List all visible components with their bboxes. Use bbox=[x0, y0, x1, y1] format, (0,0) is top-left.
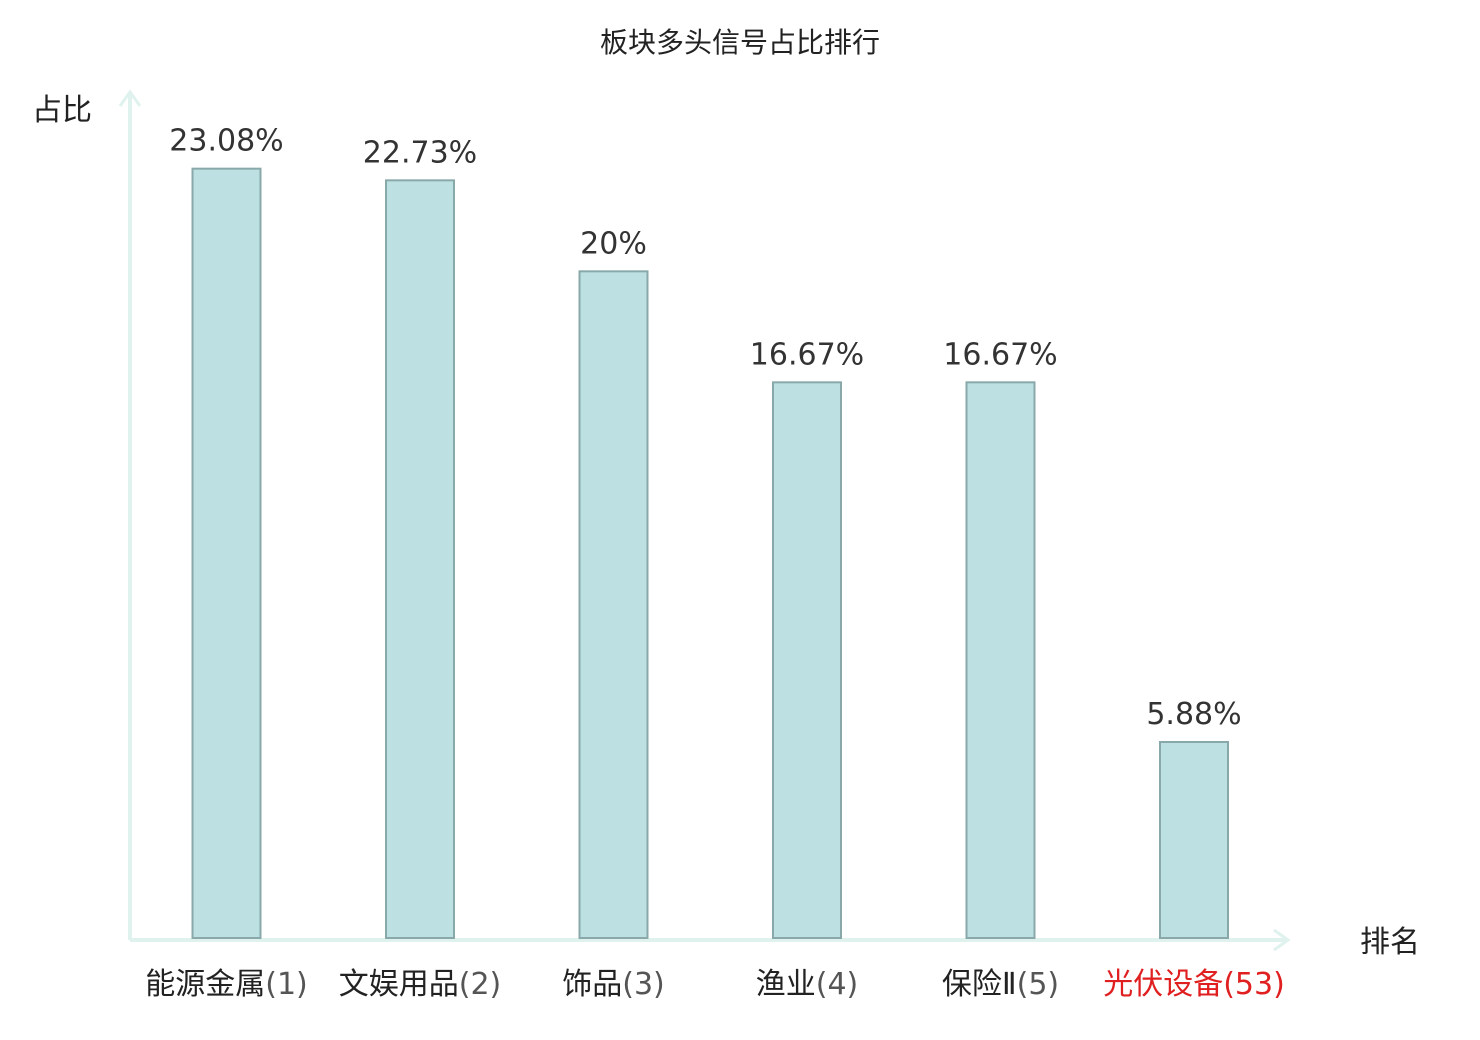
category-label: 渔业(4) bbox=[756, 967, 859, 1002]
value-label: 16.67% bbox=[943, 337, 1057, 372]
bar bbox=[772, 381, 842, 940]
bars bbox=[191, 167, 1229, 940]
value-label: 20% bbox=[580, 226, 647, 261]
category-rank: (3) bbox=[622, 967, 665, 1002]
category-name: 光伏设备 bbox=[1103, 967, 1223, 1002]
bar bbox=[965, 381, 1036, 940]
category-label: 能源金属(1) bbox=[145, 967, 308, 1002]
chart-title: 板块多头信号占比排行 bbox=[600, 26, 880, 59]
x-axis-arrow bbox=[1273, 928, 1291, 952]
category-label: 光伏设备(53) bbox=[1103, 967, 1285, 1002]
category-rank: (4) bbox=[816, 967, 859, 1002]
category-label: 饰品(3) bbox=[562, 967, 665, 1002]
category-label: 文娱用品(2) bbox=[339, 967, 502, 1002]
category-rank: (1) bbox=[265, 967, 308, 1002]
bar bbox=[191, 167, 262, 939]
category-rank: (2) bbox=[459, 967, 502, 1002]
category-label: 保险Ⅱ(5) bbox=[942, 967, 1059, 1002]
category-name: 能源金属 bbox=[145, 967, 265, 1002]
category-rank: (53) bbox=[1223, 967, 1285, 1002]
category-name: 文娱用品 bbox=[339, 967, 459, 1002]
category-rank: (5) bbox=[1017, 967, 1060, 1002]
bar bbox=[385, 179, 455, 940]
value-labels: 23.08% 22.73% 20% 16.67% 16.67% 5.88% bbox=[169, 124, 1241, 732]
category-name: 渔业 bbox=[756, 967, 816, 1002]
y-axis bbox=[118, 89, 142, 940]
value-label: 16.67% bbox=[750, 337, 864, 372]
category-labels: 能源金属(1) 文娱用品(2) 饰品(3) 渔业(4) 保险Ⅱ(5) 光伏设备(53) bbox=[145, 967, 1285, 1002]
y-axis-arrow bbox=[118, 89, 142, 107]
value-label: 23.08% bbox=[169, 124, 283, 159]
value-label: 22.73% bbox=[363, 135, 477, 170]
bar bbox=[578, 270, 649, 940]
category-name: 保险Ⅱ bbox=[942, 967, 1017, 1002]
category-name: 饰品 bbox=[562, 967, 622, 1002]
x-axis-label: 排名 bbox=[1360, 925, 1420, 960]
x-axis bbox=[130, 928, 1291, 952]
bar bbox=[1159, 741, 1229, 939]
value-label: 5.88% bbox=[1146, 697, 1241, 732]
y-axis-label: 占比 bbox=[32, 93, 92, 128]
